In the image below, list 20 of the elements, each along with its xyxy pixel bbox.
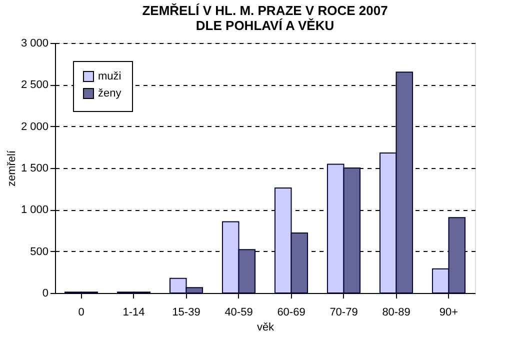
legend-label: ženy xyxy=(98,88,122,100)
y-tick-label: 1 500 xyxy=(20,162,48,174)
x-tick-label: 60-69 xyxy=(277,306,306,318)
chart-title: ZEMŘELÍ V HL. M. PRAZE V ROCE 2007 DLE POHLAVÍ A VĚKU xyxy=(142,3,388,33)
x-tick-label: 40-59 xyxy=(224,306,253,318)
x-axis-title: věk xyxy=(256,322,275,334)
y-tick-label: 0 xyxy=(42,288,48,300)
x-tick-label: 80-89 xyxy=(382,306,410,318)
y-tick-label: 500 xyxy=(30,246,48,258)
x-tick-label: 1-14 xyxy=(122,306,145,318)
y-tick-label: 2 000 xyxy=(20,120,48,133)
x-tick-label: 0 xyxy=(78,306,84,318)
x-tick-label: 70-79 xyxy=(330,306,358,318)
legend-label: muži xyxy=(98,70,122,82)
y-axis-title: zemřelí xyxy=(6,150,18,187)
y-tick-label: 2 500 xyxy=(20,79,48,92)
y-tick-label: 3 000 xyxy=(20,38,48,50)
x-tick-label: 15-39 xyxy=(172,306,200,318)
y-tick-label: 1 000 xyxy=(20,204,48,216)
x-tick-label: 90+ xyxy=(439,306,458,318)
